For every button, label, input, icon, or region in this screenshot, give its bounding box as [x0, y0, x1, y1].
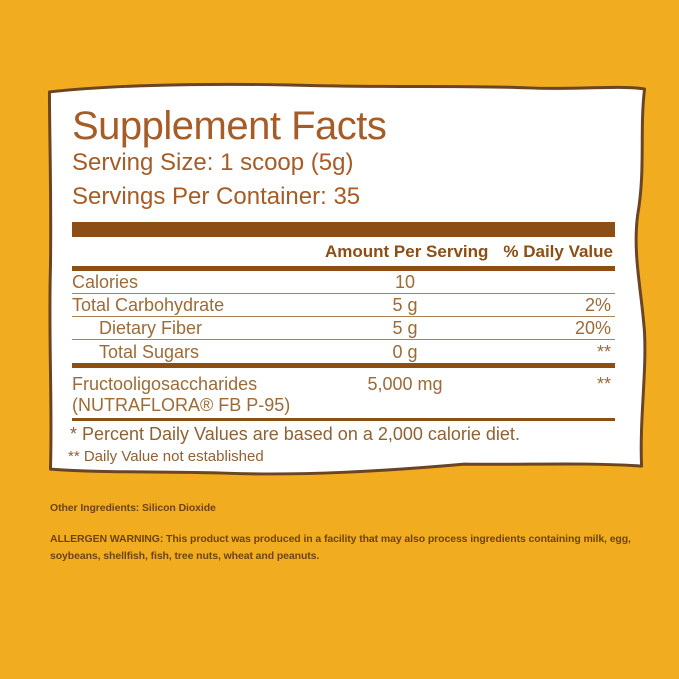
table-row-total-sugars: Total Sugars 0 g ** [72, 340, 615, 363]
table-row-calories: Calories 10 [72, 271, 615, 294]
row-amount: 5,000 mg [367, 374, 443, 394]
row-daily-value: ** [596, 374, 611, 394]
table-row-total-carbohydrate: Total Carbohydrate 5 g 2% [72, 294, 615, 317]
header-daily-value: % Daily Value [503, 241, 613, 261]
row-label: Fructooligosaccharides (NUTRAFLORA® FB P… [72, 374, 291, 415]
row-amount: 5 g [392, 318, 418, 338]
table-row-dietary-fiber: Dietary Fiber 5 g 20% [72, 317, 615, 340]
servings-per-container: Servings Per Container: 35 [72, 183, 361, 210]
footnote-not-established: ** Daily Value not established [68, 448, 264, 465]
facts-table: Amount Per Serving % Daily Value Calorie… [72, 222, 615, 421]
row-label: Total Carbohydrate [72, 295, 225, 315]
row-label: Total Sugars [99, 342, 200, 362]
row-amount: 0 g [392, 342, 418, 362]
serving-size: Serving Size: 1 scoop (5g) [72, 149, 354, 176]
other-ingredients-text: Other Ingredients: Silicon Dioxide [50, 502, 216, 514]
header-divider-bar [72, 266, 615, 271]
table-row-fructooligosaccharides: Fructooligosaccharides (NUTRAFLORA® FB P… [72, 368, 615, 418]
allergen-warning-text: ALLERGEN WARNING: This product was produ… [50, 533, 631, 562]
row-label: Calories [72, 272, 139, 292]
row-daily-value: 20% [574, 318, 611, 338]
footnote-daily-values: * Percent Daily Values are based on a 2,… [70, 424, 520, 444]
sugars-divider-bar [72, 363, 615, 368]
row-amount: 5 g [392, 295, 418, 315]
footnote-divider-line [72, 418, 615, 421]
row-amount: 10 [394, 272, 416, 292]
row-daily-value: 2% [584, 295, 611, 315]
row-label: Dietary Fiber [99, 318, 203, 338]
table-header-row: Amount Per Serving % Daily Value [72, 237, 615, 266]
row-daily-value: ** [596, 342, 611, 362]
table-top-bar [72, 222, 615, 237]
supplement-panel-border [47, 82, 647, 476]
header-amount-per-serving: Amount Per Serving [325, 241, 489, 261]
panel-title: Supplement Facts [72, 104, 387, 148]
